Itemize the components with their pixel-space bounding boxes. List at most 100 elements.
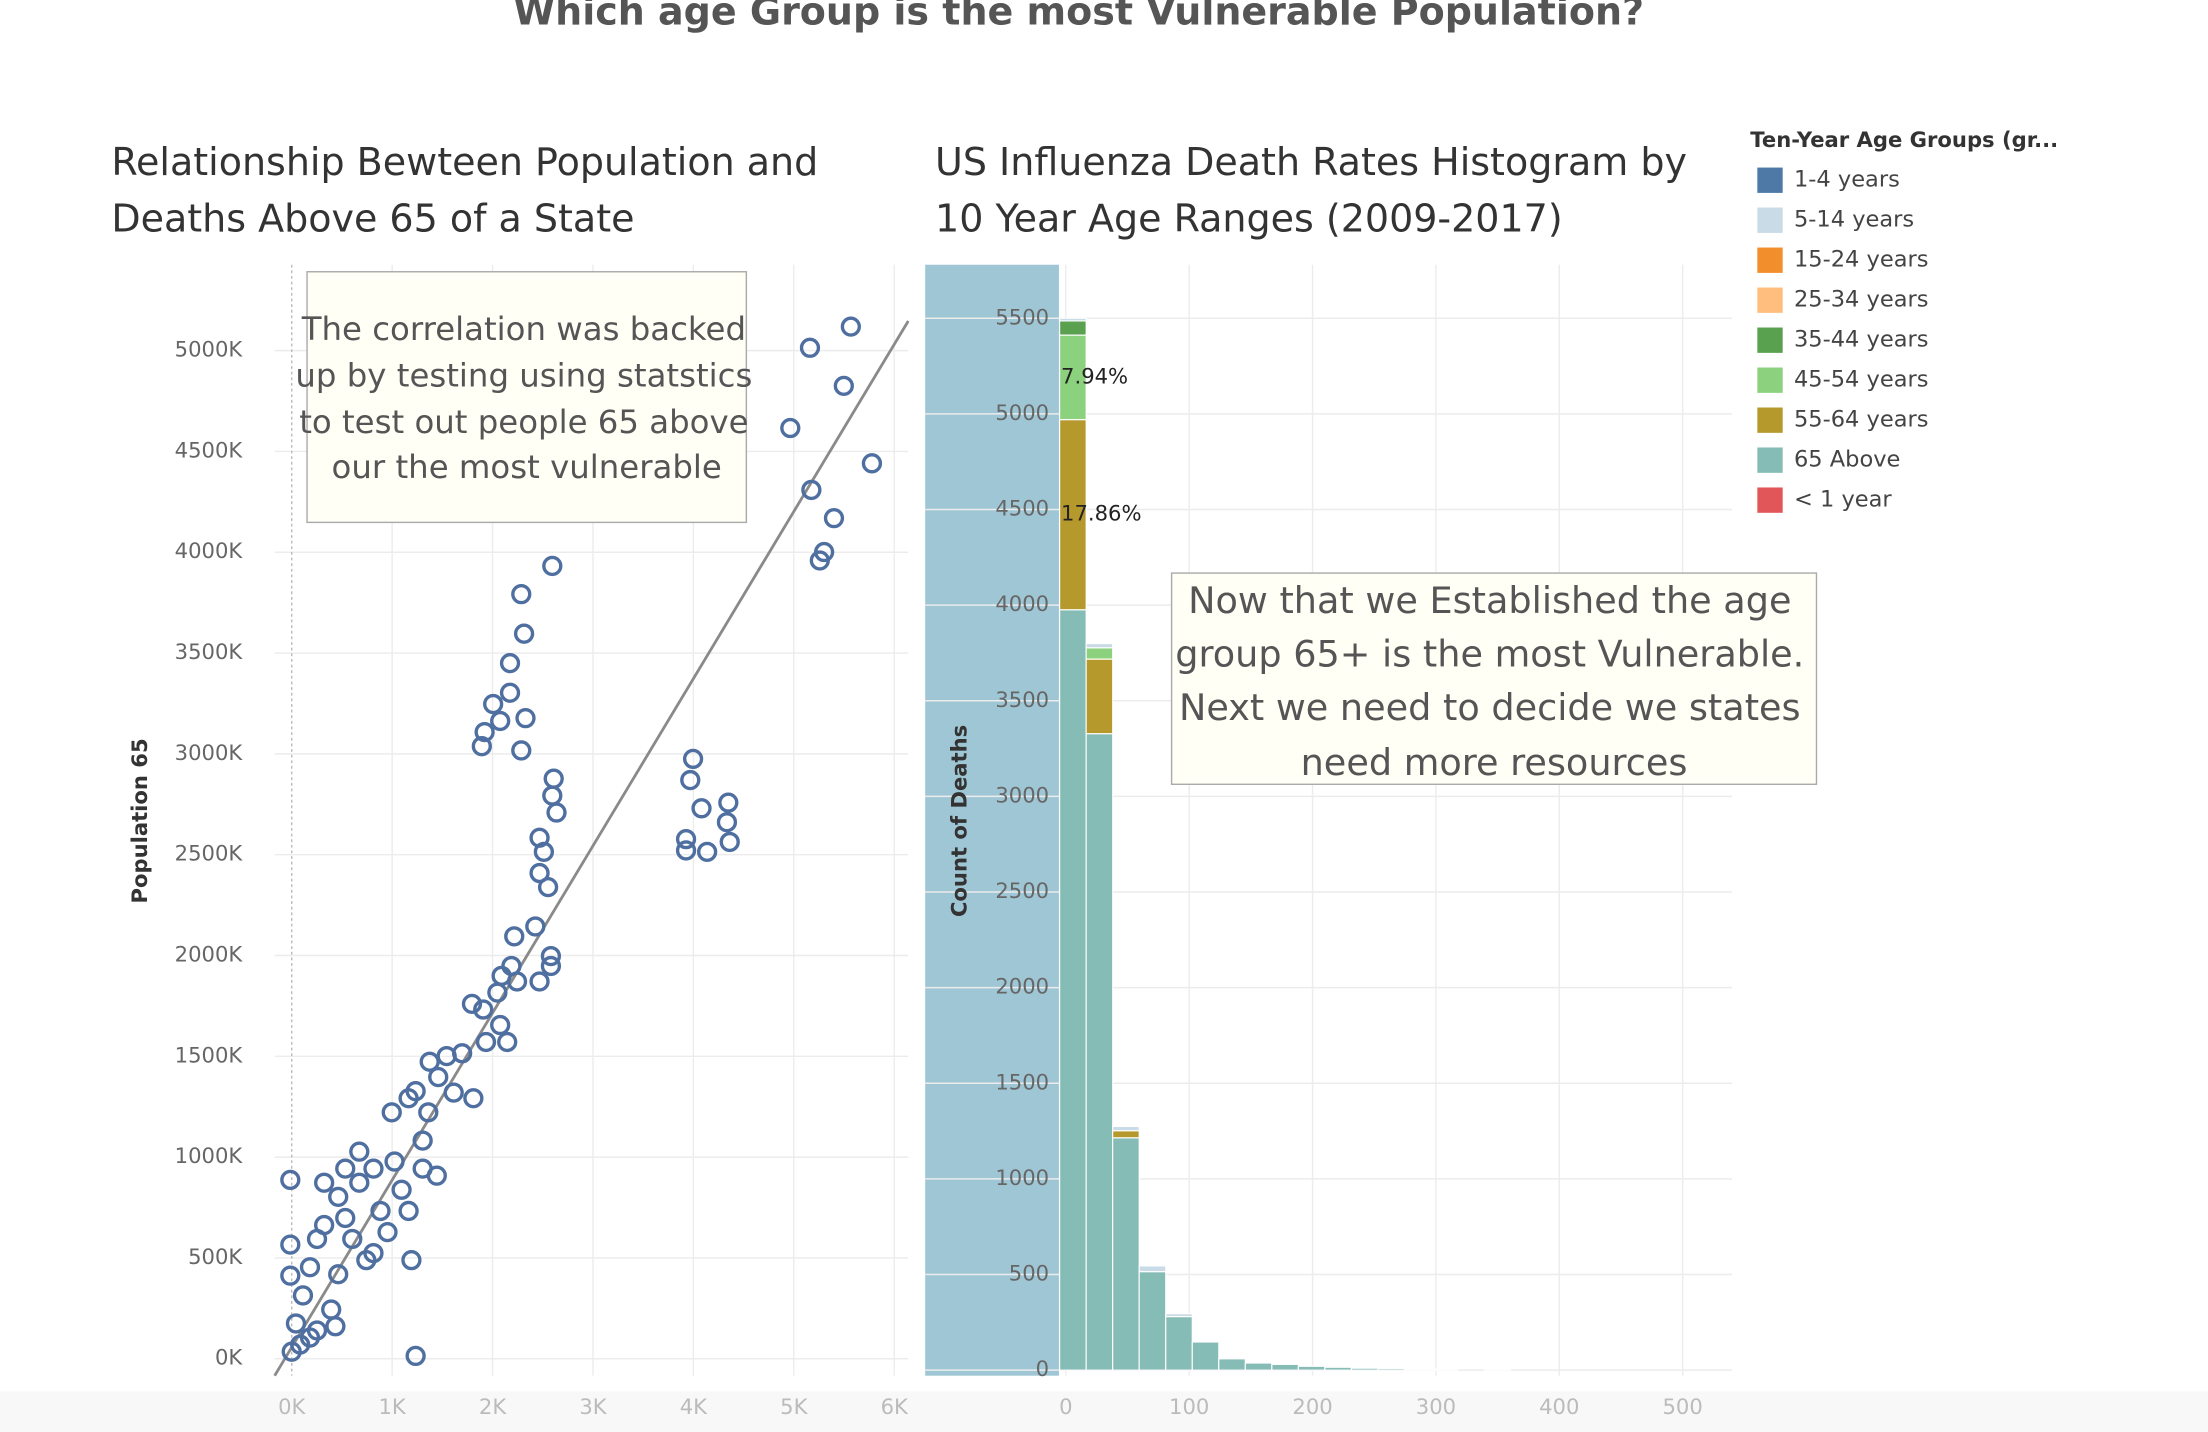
legend-label: 1-4 years [1794, 167, 1900, 193]
point [473, 999, 494, 1020]
chart-title: Relationship Bewteen Population and [111, 140, 818, 184]
histogram-plot: 0 500 1000 1500 2000 2500 3000 3500 4000 4500 5000… [925, 264, 1732, 1419]
bar-segment [1377, 1368, 1406, 1371]
annotation-text: Now that we Established the age [1188, 579, 1791, 622]
y-tick-label: 1000K [175, 1143, 244, 1168]
bar-segment [1085, 643, 1114, 649]
point [321, 1299, 342, 1320]
point [801, 479, 822, 501]
point [418, 1102, 439, 1123]
bar-segment [1324, 1366, 1352, 1371]
legend-label: 35-44 years [1794, 327, 1929, 353]
point [398, 1200, 419, 1222]
annotation-box [306, 271, 748, 524]
point [306, 1228, 328, 1250]
point [861, 453, 883, 474]
point [363, 1242, 384, 1264]
page-title: Which age Group is the most Vulnerable P… [513, 0, 1644, 34]
data-label: 7.94% [1061, 363, 1128, 388]
y-tick-label: 0 [1036, 1356, 1049, 1381]
annotation-text: Next we need to decide we states [1179, 686, 1801, 729]
legend: 1-4 years 5-14 years 15-24 years 25-34 year… [1757, 167, 1928, 513]
y-tick-label: 4000K [175, 538, 244, 563]
legend-label: < 1 year [1794, 487, 1892, 513]
point [691, 798, 712, 819]
legend-swatch [1757, 167, 1783, 193]
y-tick-label: 3000K [175, 740, 244, 765]
legend-label: 15-24 years [1794, 247, 1929, 273]
y-tick-label: 500 [1009, 1261, 1049, 1286]
y-tick-label: 1500K [175, 1042, 244, 1067]
point [280, 1265, 301, 1286]
legend-swatch [1757, 287, 1783, 313]
legend-swatch [1757, 407, 1783, 433]
point [682, 748, 704, 770]
legend-label: 55-64 years [1794, 407, 1929, 433]
point [543, 768, 564, 789]
point [697, 841, 718, 862]
bar-segment [1112, 1130, 1140, 1139]
annotation-text: group 65+ is the most Vulnerable. [1175, 633, 1804, 676]
point [542, 785, 563, 806]
bar-segment [1430, 1368, 1459, 1371]
y-tick-label: 5000 [995, 400, 1049, 425]
footer-strip [0, 1391, 2208, 1432]
legend-label: 25-34 years [1794, 287, 1929, 313]
y-tick-label: 0K [215, 1345, 243, 1370]
bar-segment [1085, 733, 1114, 1371]
point [680, 769, 701, 791]
point [497, 1031, 518, 1053]
bar-segment [1138, 1271, 1167, 1371]
y-tick-label: 2000K [175, 941, 244, 966]
point [370, 1200, 391, 1222]
annotation-box [1170, 572, 1818, 785]
y-tick-label: 1000 [995, 1165, 1049, 1190]
bar-segment [1271, 1363, 1299, 1371]
data-label: 17.86% [1061, 501, 1141, 526]
point [490, 1014, 511, 1036]
y-tick-label: 4500 [995, 496, 1049, 521]
point [299, 1257, 321, 1278]
y-tick-label: 5500 [995, 304, 1049, 329]
point [349, 1141, 370, 1162]
point [525, 916, 546, 937]
legend-label: 65 Above [1794, 447, 1900, 473]
annotation-text: The correlation was backed [301, 310, 746, 348]
point [533, 841, 555, 862]
point [314, 1172, 335, 1193]
y-tick-label: 3500K [175, 639, 244, 664]
point [675, 840, 697, 861]
point [537, 876, 559, 898]
point [540, 945, 562, 967]
legend-swatch [1757, 487, 1783, 513]
point [280, 1234, 301, 1255]
point [513, 623, 535, 644]
point [546, 802, 567, 823]
annotation-text: our the most vulnerable [332, 448, 722, 486]
point [328, 1186, 349, 1207]
bar-segment [1218, 1358, 1246, 1371]
legend-title: Ten-Year Age Groups (gr... [1750, 127, 2058, 152]
point [499, 682, 521, 703]
chart-title: US Influenza Death Rates Histogram by [935, 140, 1687, 184]
point [540, 955, 562, 977]
point [451, 1043, 473, 1064]
bar-segment [1112, 1125, 1140, 1132]
point [426, 1165, 447, 1186]
point [285, 1313, 307, 1334]
point [718, 792, 739, 813]
point [490, 710, 511, 732]
bar-segment [1483, 1368, 1512, 1371]
bar-segment [1059, 334, 1087, 421]
point [328, 1264, 349, 1285]
point [463, 1088, 484, 1109]
bar-segment [1059, 609, 1087, 1371]
y-tick-label: 2500K [175, 841, 244, 866]
point [443, 1082, 464, 1103]
bar-segment [1112, 1137, 1140, 1371]
point [419, 1051, 440, 1072]
point [335, 1207, 356, 1229]
legend-swatch [1757, 327, 1783, 353]
point [412, 1130, 433, 1151]
y-axis-label: Count of Deaths [946, 725, 971, 917]
